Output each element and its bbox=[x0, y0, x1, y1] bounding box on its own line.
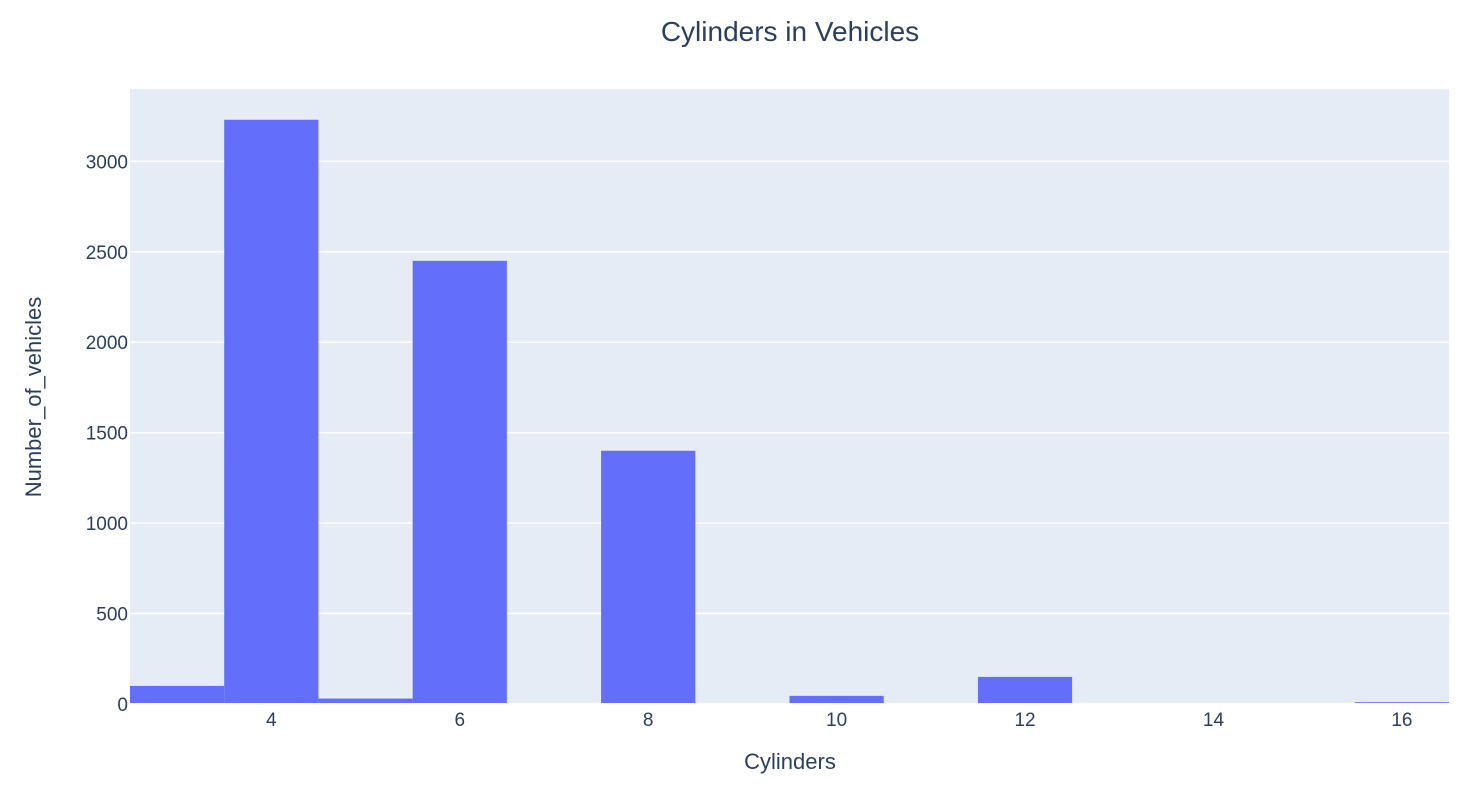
x-tick-label: 8 bbox=[643, 710, 654, 731]
x-tick-label: 16 bbox=[1391, 710, 1412, 731]
chart-title: Cylinders in Vehicles bbox=[661, 16, 919, 47]
y-axis-ticks: 0 500 1000 1500 2000 2500 3000 bbox=[86, 152, 128, 716]
y-tick-label: 2000 bbox=[86, 333, 128, 354]
bar-cylinders-3[interactable] bbox=[130, 685, 225, 704]
bar-cylinders-4[interactable] bbox=[224, 119, 319, 704]
plot-area bbox=[130, 89, 1449, 704]
y-axis-title: Number_of_vehicles bbox=[21, 297, 46, 498]
bar-cylinders-10[interactable] bbox=[789, 695, 884, 704]
bar-cylinders-6[interactable] bbox=[412, 260, 507, 704]
x-tick-label: 10 bbox=[826, 710, 847, 731]
gridlines bbox=[130, 160, 1449, 615]
x-axis-ticks: 4 6 8 10 12 14 16 bbox=[266, 710, 1412, 731]
bar-cylinders-5[interactable] bbox=[318, 698, 413, 704]
y-tick-label: 1000 bbox=[86, 514, 128, 535]
y-tick-label: 3000 bbox=[86, 152, 128, 173]
y-tick-label: 0 bbox=[117, 695, 128, 716]
y-tick-label: 500 bbox=[96, 605, 128, 626]
y-tick-label: 2500 bbox=[86, 243, 128, 264]
x-tick-label: 14 bbox=[1203, 710, 1225, 731]
x-tick-label: 4 bbox=[266, 710, 277, 731]
bar-cylinders-12[interactable] bbox=[977, 676, 1073, 704]
x-axis-title: Cylinders bbox=[744, 749, 836, 774]
bars bbox=[130, 119, 1449, 705]
bar-cylinders-8[interactable] bbox=[601, 450, 696, 704]
x-tick-label: 12 bbox=[1014, 710, 1035, 731]
x-tick-label: 6 bbox=[454, 710, 465, 731]
y-tick-label: 1500 bbox=[86, 424, 128, 445]
